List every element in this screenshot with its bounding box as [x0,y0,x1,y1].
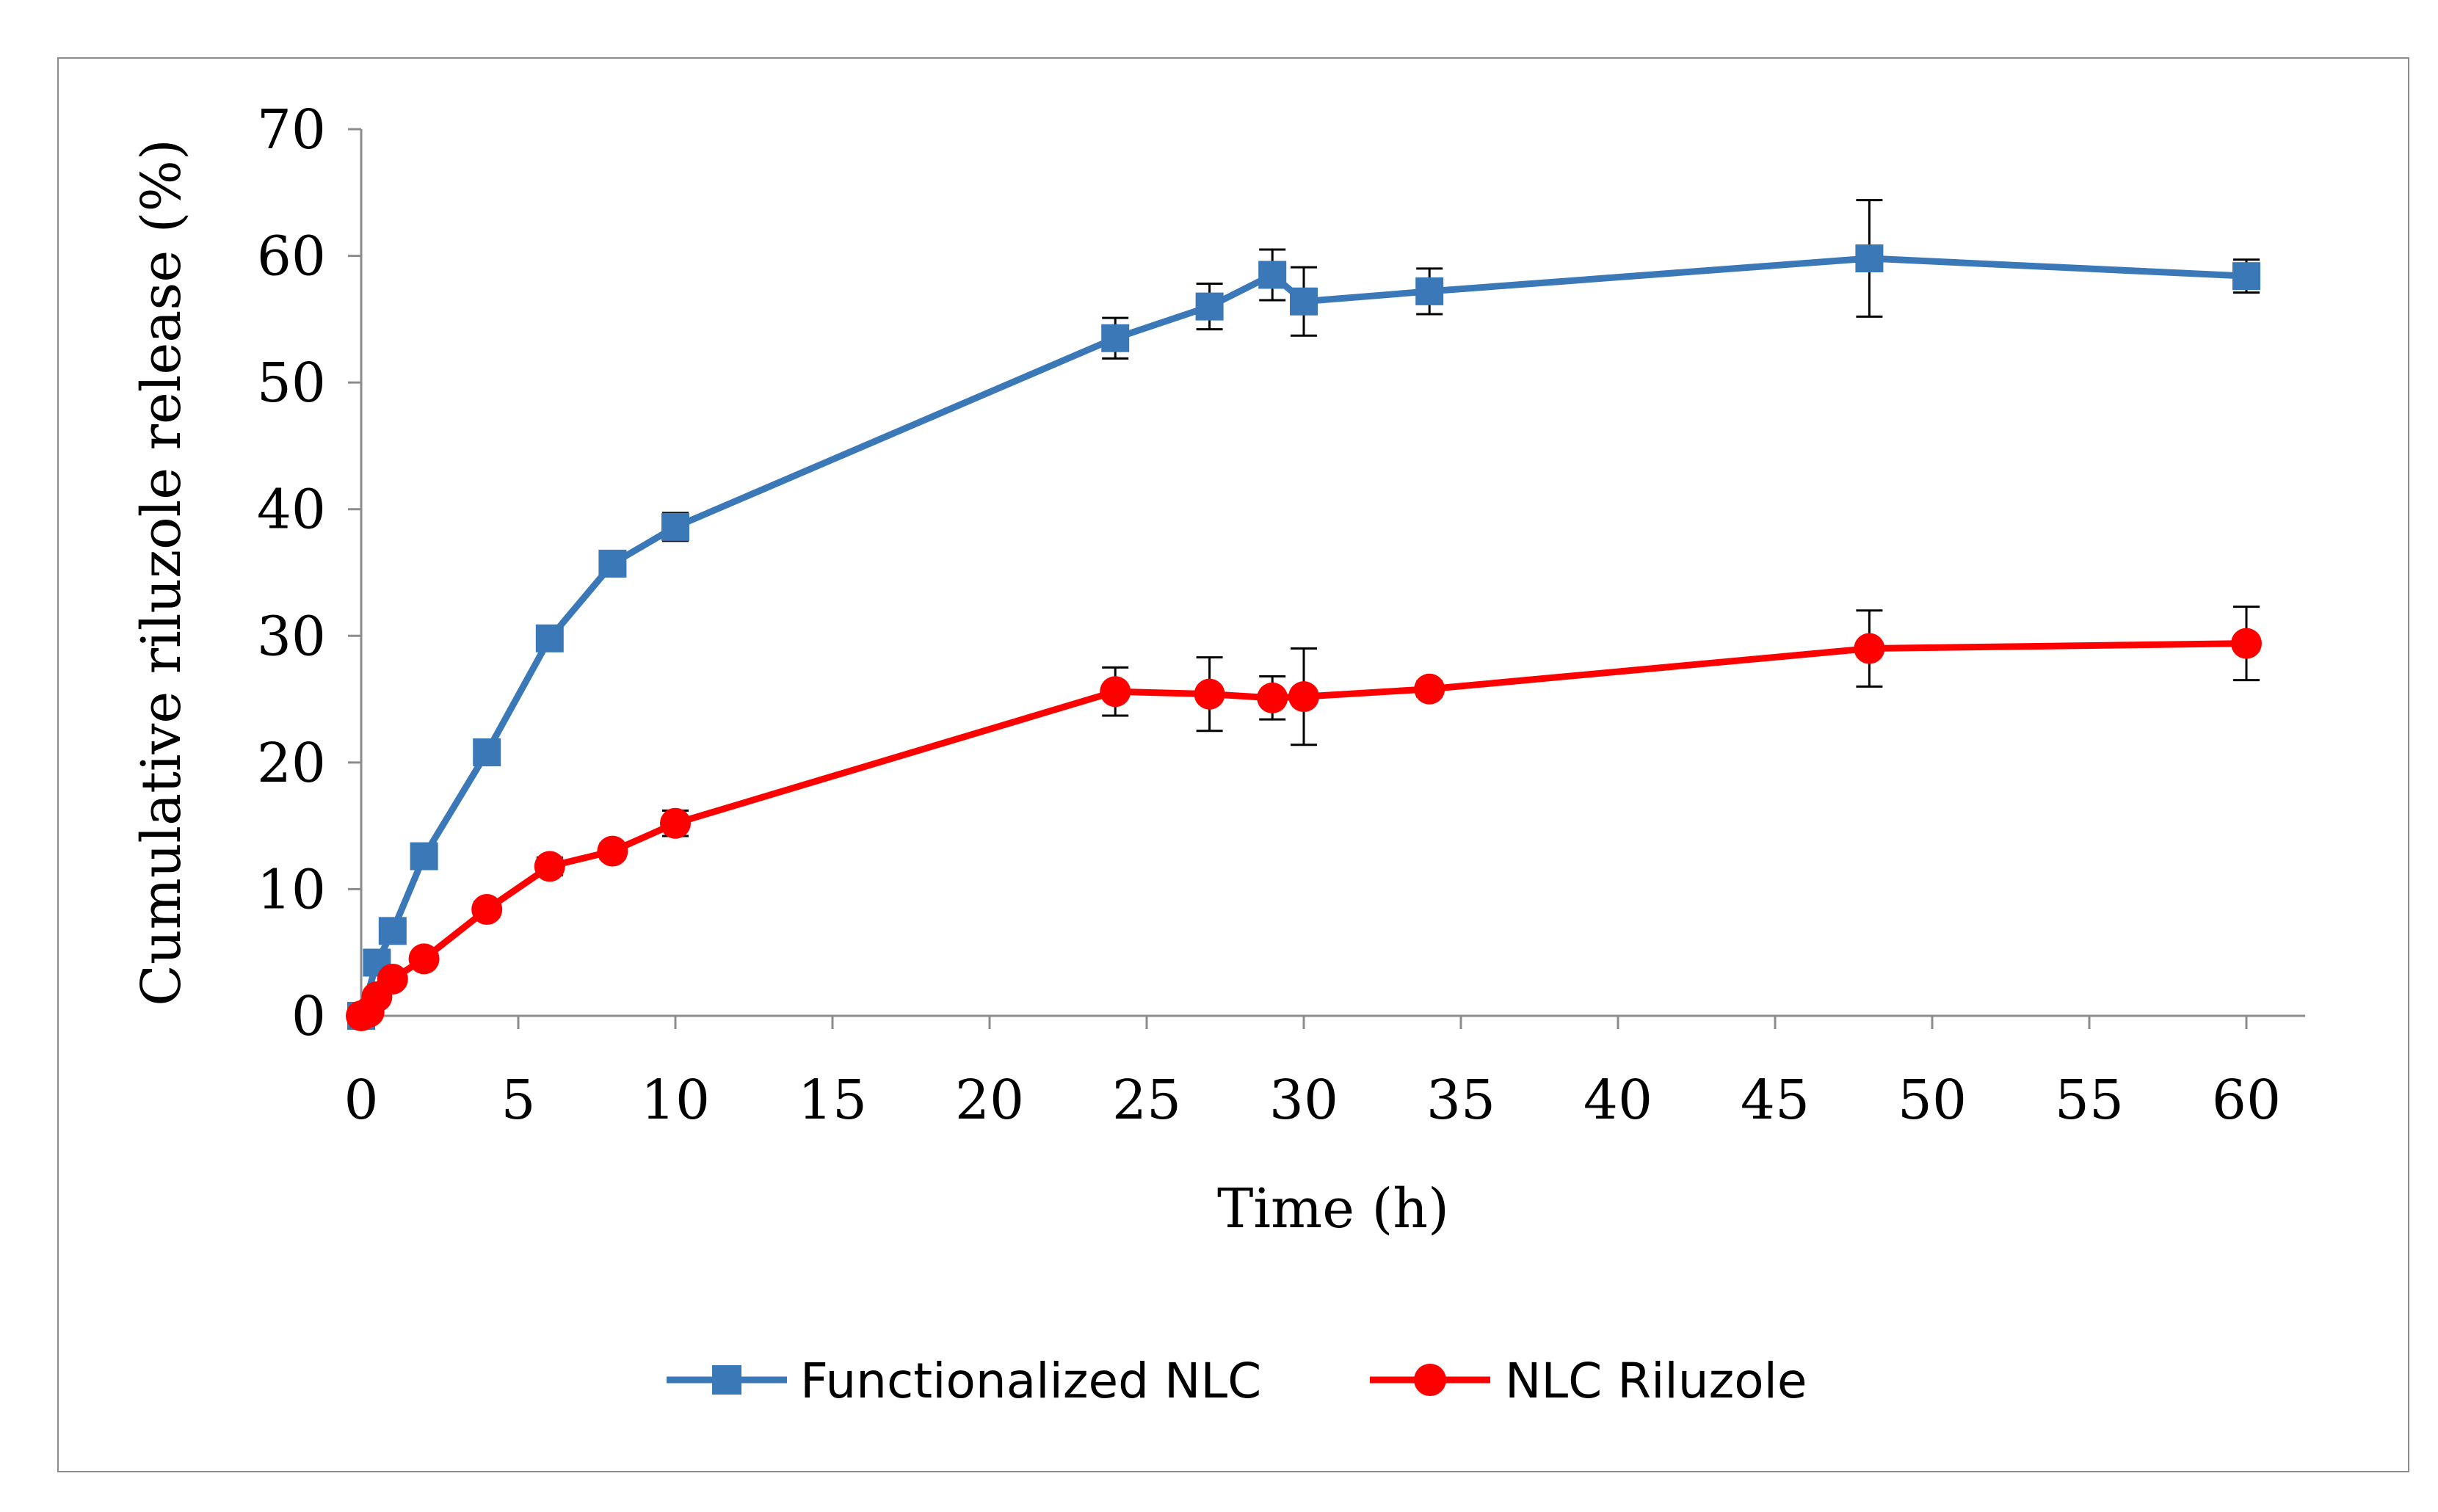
data-point [661,512,689,541]
data-point [1258,261,1287,289]
data-point [2232,262,2260,291]
data-point [598,549,627,578]
x-tick-label: 5 [501,1069,535,1132]
x-tick-label: 25 [1112,1069,1181,1132]
data-point [377,963,408,995]
y-axis-title: Cumulative riluzole release (%) [130,139,193,1006]
y-tick-label: 70 [257,98,326,161]
x-tick-label: 50 [1898,1069,1967,1132]
data-point [660,807,691,839]
x-tick-label: 60 [2212,1069,2281,1132]
x-tick-label: 35 [1426,1069,1495,1132]
legend-label-functionalized-nlc: Functionalized NLC [800,1353,1261,1409]
data-point [471,894,503,926]
data-point [1855,244,1884,273]
legend-marker-nlc-riluzole [1414,1364,1446,1396]
x-tick-label: 45 [1741,1069,1810,1132]
data-point [1290,287,1318,316]
data-point [1288,681,1319,713]
data-point [408,943,440,975]
series-line [358,255,2247,1017]
x-axis-title: Time (h) [1217,1177,1449,1240]
y-tick-label: 20 [257,732,326,795]
data-point [1415,277,1444,305]
data-point [535,624,564,653]
y-tick-label: 50 [257,352,326,415]
legend-label-nlc-riluzole: NLC Riluzole [1505,1353,1807,1409]
axes [360,129,2305,1017]
y-tick-label: 10 [257,858,326,921]
legend-marker-functionalized-nlc [712,1365,741,1395]
data-point [597,835,628,867]
x-tick-label: 20 [955,1069,1024,1132]
x-tick-label: 40 [1583,1069,1652,1132]
data-point [473,738,501,767]
series-layer [346,199,2262,1031]
data-point [1854,633,1885,664]
y-tick-label: 0 [291,985,326,1048]
data-point [378,917,407,945]
data-point [1257,682,1288,713]
data-point [534,851,565,882]
x-tick-label: 0 [344,1069,378,1132]
series-nlc-riluzole [346,606,2262,1031]
data-point [1100,676,1131,708]
y-tick-label: 30 [257,605,326,668]
x-tick-label: 55 [2055,1069,2124,1132]
y-tick-label: 60 [257,225,326,288]
series-functionalized-nlc [347,199,2260,1030]
y-tick-label: 40 [257,479,326,542]
data-point [1194,678,1225,710]
legend: Functionalized NLC NLC Riluzole [667,1353,1807,1409]
data-point [1414,673,1445,705]
data-point [1101,324,1130,352]
data-point [1195,292,1224,321]
axis-ticks: 0 10 20 30 40 50 60 70 0 5 10 15 20 25 30 35 40 45 50 55 60 [257,98,2281,1132]
x-tick-label: 15 [798,1069,867,1132]
x-tick-label: 30 [1269,1069,1338,1132]
data-point [410,842,438,871]
x-tick-label: 10 [641,1069,710,1132]
data-point [2231,628,2262,659]
